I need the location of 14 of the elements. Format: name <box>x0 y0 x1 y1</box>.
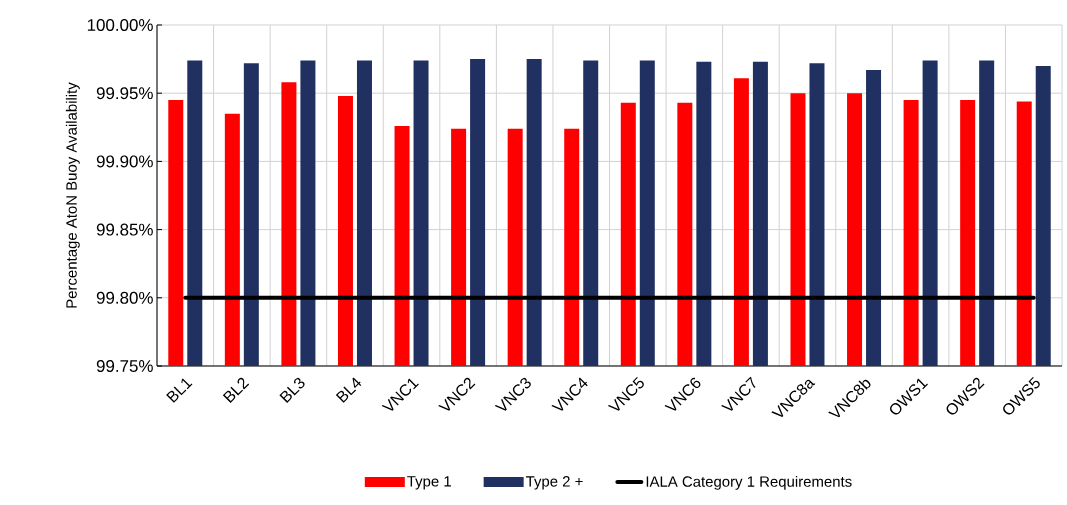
legend-label: IALA Category 1 Requirements <box>646 475 852 490</box>
x-tick-label: BL3 <box>279 377 305 403</box>
x-tick-label: BL1 <box>166 378 193 403</box>
y-tick-label: 99.90% <box>96 155 153 168</box>
y-axis-title: Percentage AtoN Buoy Availability <box>65 82 80 308</box>
legend-label: Type 2 + <box>525 476 583 490</box>
y-tick-label: 100.00% <box>87 19 153 31</box>
legend-label: Type 1 <box>407 476 451 490</box>
y-tick-label: 99.80% <box>96 291 153 304</box>
y-tick-label: 99.75% <box>96 360 153 372</box>
y-tick-label: 99.95% <box>96 87 153 100</box>
x-tick-label: BL2 <box>222 377 250 403</box>
x-tick-label: BL4 <box>335 377 362 403</box>
y-tick-label: 99.85% <box>96 223 153 236</box>
